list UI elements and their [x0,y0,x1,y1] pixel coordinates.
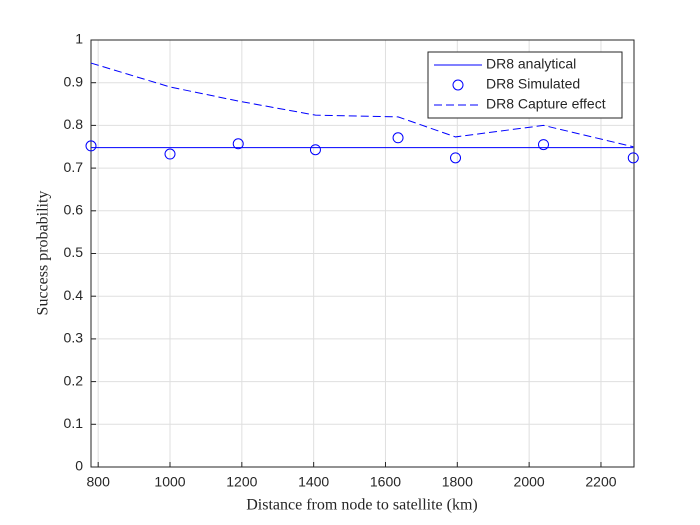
x-tick-label: 800 [87,474,111,490]
data-point [309,144,321,156]
y-tick-label: 0.8 [64,116,84,132]
y-tick-label: 0.9 [64,73,84,89]
data-point [85,140,97,152]
x-tick-label: 1400 [298,474,329,490]
y-tick-label: 0.4 [64,287,84,303]
x-tick-label: 2200 [585,474,616,490]
data-point [392,132,404,144]
legend-box [427,51,623,119]
legend-label: DR8 Capture effect [486,96,606,112]
axes-box [90,39,635,468]
y-tick-label: 0.1 [64,415,84,431]
data-point [627,152,639,164]
x-tick-label: 1200 [226,474,257,490]
data-point [450,152,462,164]
data-point [538,139,549,151]
legend-marker [452,79,464,91]
y-tick-label: 0.2 [64,372,84,388]
x-tick-label: 1800 [442,474,473,490]
x-tick-label: 1600 [370,474,401,490]
y-tick-label: 0.7 [64,159,84,175]
legend-label: DR8 Simulated [486,76,580,92]
y-axis-label: Success probability [35,191,52,316]
data-line [90,62,634,148]
data-point [232,138,244,150]
y-tick-label: 0.3 [64,330,84,346]
legend-label: DR8 analytical [486,56,576,72]
y-tick-label: 0 [75,458,83,474]
x-axis-label: Distance from node to satellite (km) [246,497,477,514]
y-tick-label: 1 [75,31,83,47]
data-point [164,148,176,160]
x-tick-label: 1000 [154,474,185,490]
x-tick-label: 2000 [514,474,545,490]
y-tick-label: 0.6 [64,202,84,218]
y-tick-label: 0.5 [64,244,84,260]
